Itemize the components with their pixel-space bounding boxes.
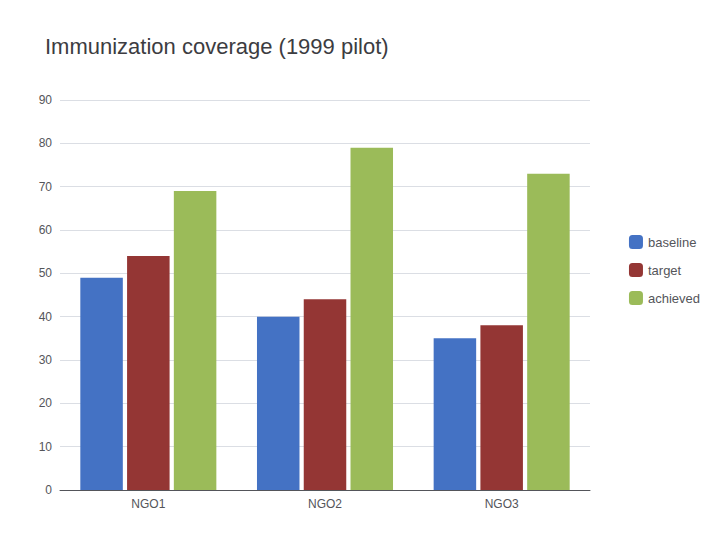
svg-text:NGO1: NGO1 [131, 497, 165, 511]
svg-text:baseline: baseline [648, 235, 696, 250]
svg-text:target: target [648, 263, 682, 278]
svg-text:70: 70 [39, 180, 53, 194]
svg-text:Immunization coverage (1999 pi: Immunization coverage (1999 pilot) [45, 34, 389, 59]
svg-text:20: 20 [39, 396, 53, 410]
svg-text:40: 40 [39, 310, 53, 324]
svg-text:0: 0 [45, 483, 52, 497]
svg-text:NGO2: NGO2 [308, 497, 342, 511]
svg-text:80: 80 [39, 136, 53, 150]
svg-text:50: 50 [39, 266, 53, 280]
svg-text:NGO3: NGO3 [485, 497, 519, 511]
svg-text:10: 10 [39, 440, 53, 454]
svg-text:90: 90 [39, 93, 53, 107]
svg-text:30: 30 [39, 353, 53, 367]
svg-text:achieved: achieved [648, 291, 700, 306]
svg-text:60: 60 [39, 223, 53, 237]
